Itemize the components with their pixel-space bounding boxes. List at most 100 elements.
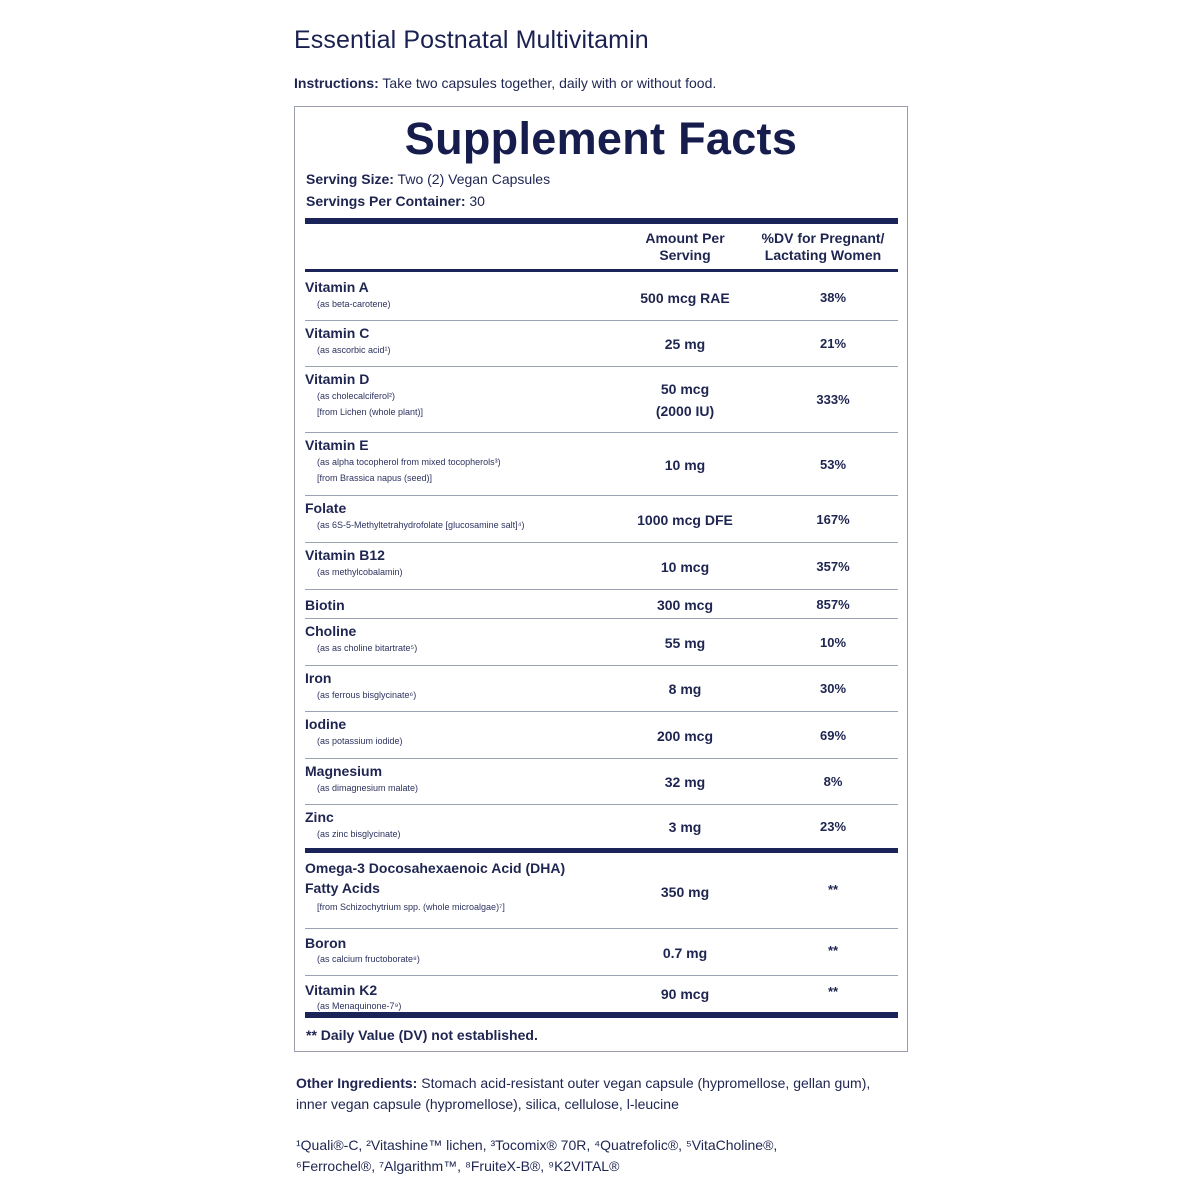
row-divider (305, 618, 898, 619)
dv-footnote: ** Daily Value (DV) not established. (306, 1027, 538, 1043)
nutrient-row: Zinc (as zinc bisglycinate) 3 mg 23% (305, 805, 898, 848)
nutrient-row: Omega-3 Docosahexaenoic Acid (DHA) Fatty … (305, 855, 898, 929)
row-divider (305, 366, 898, 367)
nutrient-name: Magnesium (305, 763, 383, 779)
nutrient-name: Zinc (305, 809, 334, 825)
nutrient-amount: 32 mg (664, 774, 706, 790)
instructions-label: Instructions: (294, 75, 379, 91)
nutrient-row: Boron (as calcium fructoborate⁸) 0.7 mg ** (305, 930, 898, 976)
nutrient-amount: 200 mcg (656, 727, 714, 744)
nutrient-name: Choline (305, 623, 357, 639)
nutrient-source: (as ascorbic acid¹) (317, 345, 391, 355)
servings-per-container-label: Servings Per Container: (306, 193, 466, 209)
nutrient-row: Vitamin D (as cholecalciferol²) [from Lich… (305, 367, 898, 433)
nutrient-dv: 38% (819, 290, 847, 305)
nutrient-row: Folate (as 6S-5-Methyltetrahydrofolate [g… (305, 496, 898, 543)
amount-header-line2: Serving (659, 247, 711, 263)
nutrient-dv: 167% (816, 511, 850, 527)
row-divider (305, 432, 898, 433)
nutrient-amount: 300 mcg (656, 596, 714, 613)
nutrient-dv: ** (827, 984, 839, 999)
nutrient-amount: 10 mcg (660, 558, 710, 575)
nutrient-name: Vitamin E (305, 437, 369, 453)
servings-per-container-value: 30 (465, 193, 485, 209)
nutrient-row: Vitamin A (as beta-carotene) 500 mcg RAE 38… (305, 275, 898, 321)
nutrient-source: (as as choline bitartrate⁵) (317, 643, 418, 653)
nutrient-row: Vitamin C (as ascorbic acid¹) 25 mg 21% (305, 321, 898, 367)
nutrient-dv: ** (827, 882, 839, 897)
nutrient-amount: 1000 mcg DFE (637, 511, 733, 528)
nutrient-dv: 357% (816, 558, 850, 574)
nutrient-dv: ** (827, 943, 839, 958)
trademark-notes: ¹Quali®-C, ²Vitashine™ lichen, ³Tocomix®… (296, 1135, 896, 1177)
nutrient-dv: 69% (819, 727, 847, 743)
nutrient-source: (as cholecalciferol²) (317, 391, 396, 401)
other-ingredients-label: Other Ingredients: (296, 1075, 418, 1091)
nutrient-name: Iodine (305, 716, 347, 732)
row-divider (305, 495, 898, 496)
nutrient-amount: 55 mg (664, 634, 706, 651)
nutrient-dv: 30% (819, 681, 847, 696)
row-divider (305, 928, 898, 929)
nutrient-dv: 23% (819, 818, 847, 834)
nutrient-name: Vitamin A (305, 279, 369, 295)
nutrient-name: Vitamin D (305, 371, 370, 387)
nutrient-source: (as dimagnesium malate) (317, 783, 419, 793)
nutrient-name: Vitamin C (305, 325, 370, 341)
nutrient-row: Vitamin E (as alpha tocopherol from mixed… (305, 433, 898, 496)
instructions-text: Take two capsules together, daily with o… (378, 75, 717, 91)
row-divider (305, 320, 898, 321)
other-ingredients-text: Stomach acid-resistant outer vegan capsu… (296, 1075, 871, 1112)
nutrient-source-detail: [from Brassica napus (seed)] (317, 473, 433, 483)
nutrient-row: Vitamin B12 (as methylcobalamin) 10 mcg 357… (305, 543, 898, 590)
nutrient-name: Vitamin K2 (305, 982, 378, 998)
nutrient-source: (as potassium iodide) (317, 736, 403, 746)
supplement-facts-panel: Supplement Facts Serving Size: Two (2) V… (294, 106, 908, 1052)
product-title: Essential Postnatal Multivitamin (294, 26, 649, 54)
nutrient-dv: 10% (819, 634, 847, 650)
header-rule (305, 269, 898, 272)
nutrient-source: (as Menaquinone-7⁹) (317, 1001, 402, 1011)
nutrient-row: Magnesium (as dimagnesium malate) 32 mg 8% (305, 759, 898, 805)
amount-column-header: Amount Per Serving (615, 230, 755, 264)
other-ingredients: Other Ingredients: Stomach acid-resistan… (296, 1073, 896, 1115)
nutrient-source: (as ferrous bisglycinate⁶) (317, 690, 417, 700)
nutrient-amount: 350 mg (660, 884, 710, 900)
nutrient-amount: 50 mcg (660, 381, 710, 397)
nutrient-amount-iu: (2000 IU) (655, 403, 715, 419)
nutrient-row: Vitamin K2 (as Menaquinone-7⁹) 90 mcg ** (305, 977, 898, 1011)
nutrient-row: Iron (as ferrous bisglycinate⁶) 8 mg 30% (305, 666, 898, 712)
row-divider (305, 589, 898, 590)
nutrient-source: (as beta-carotene) (317, 299, 391, 309)
nutrient-dv: 333% (816, 392, 850, 407)
nutrient-row: Choline (as as choline bitartrate⁵) 55 mg 1… (305, 619, 898, 666)
trademark-line-1: ¹Quali®-C, ²Vitashine™ lichen, ³Tocomix®… (296, 1137, 778, 1153)
nutrient-source: [from Schizochytrium spp. (whole microal… (317, 902, 505, 912)
nutrient-dv: 53% (819, 456, 847, 472)
nutrient-amount: 8 mg (668, 681, 702, 697)
serving-size-value: Two (2) Vegan Capsules (393, 171, 551, 187)
row-divider (305, 804, 898, 805)
nutrient-amount: 3 mg (668, 818, 702, 835)
nutrient-row: Biotin 300 mcg 857% (305, 590, 898, 619)
row-divider (305, 758, 898, 759)
serving-size: Serving Size: Two (2) Vegan Capsules (306, 171, 550, 187)
dv-header-line1: %DV for Pregnant/ (761, 230, 885, 246)
nutrient-name: Omega-3 Docosahexaenoic Acid (DHA) (305, 860, 566, 876)
nutrient-name: Biotin (305, 597, 345, 613)
nutrient-name: Boron (305, 935, 347, 951)
nutrient-row: Iodine (as potassium iodide) 200 mcg 69% (305, 712, 898, 759)
nutrient-amount: 500 mcg RAE (640, 290, 730, 306)
serving-size-label: Serving Size: (306, 171, 394, 187)
nutrient-dv: 21% (819, 336, 847, 351)
dv-column-header: %DV for Pregnant/ Lactating Women (753, 230, 893, 264)
nutrient-name: Folate (305, 500, 347, 516)
nutrient-dv: 8% (823, 774, 843, 789)
row-divider (305, 711, 898, 712)
nutrient-amount: 0.7 mg (662, 945, 708, 961)
nutrient-source: (as zinc bisglycinate) (317, 829, 401, 839)
nutrient-dv: 857% (816, 596, 850, 612)
instructions: Instructions: Take two capsules together… (294, 75, 716, 91)
nutrient-source: (as alpha tocopherol from mixed tocopher… (317, 457, 501, 467)
nutrient-amount: 10 mg (664, 456, 706, 473)
